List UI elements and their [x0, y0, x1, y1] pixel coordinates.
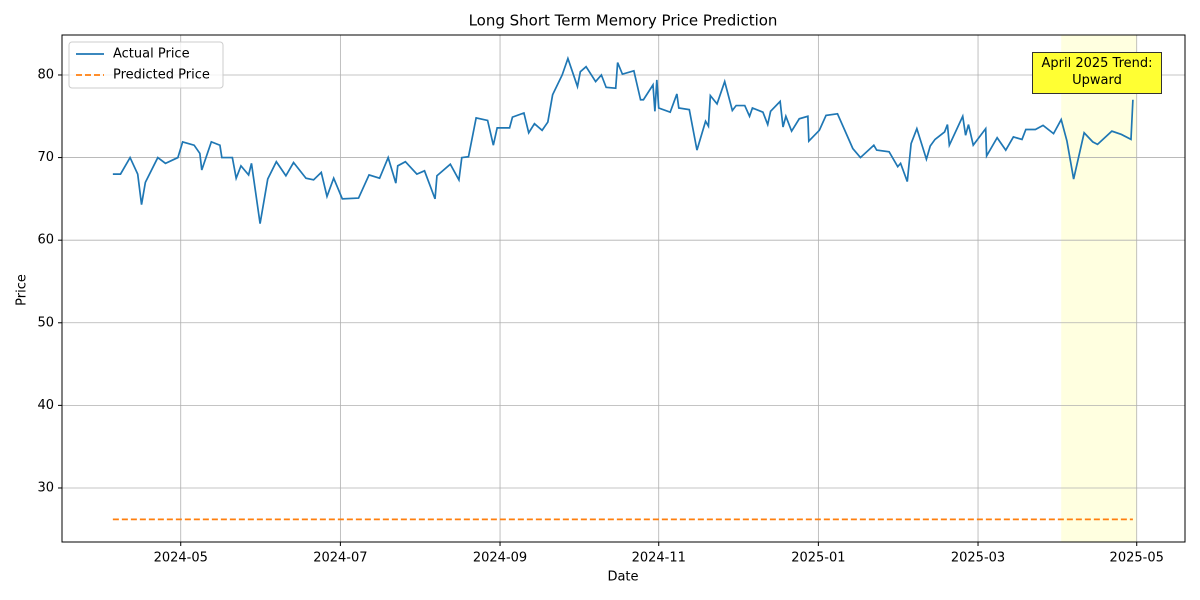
data-line [112, 55, 1134, 224]
x-axis-label: Date [607, 570, 638, 585]
annotation: April 2025 Trend: Upward [1032, 52, 1162, 94]
y-tick-label: 50 [37, 315, 54, 330]
y-tick-label: 80 [37, 67, 54, 82]
legend-box [68, 41, 224, 89]
x-tick-label: 2024-07 [313, 551, 367, 566]
y-tick-label: 30 [37, 480, 54, 495]
x-tick-label: 2025-01 [791, 551, 845, 566]
y-tick-label: 70 [37, 150, 54, 165]
y-tick-label: 40 [37, 398, 54, 413]
x-tick-label: 2025-05 [1110, 551, 1164, 566]
legend-label: Actual Price [113, 47, 190, 62]
x-tick-label: 2024-09 [473, 551, 527, 566]
legend-label: Predicted Price [113, 68, 210, 83]
x-tick-label: 2024-11 [632, 551, 686, 566]
plot-frame [61, 34, 1186, 543]
y-axis-label: Price [15, 274, 30, 306]
highlight-band [1061, 35, 1137, 542]
x-tick-label: 2024-05 [154, 551, 208, 566]
y-tick-label: 60 [37, 233, 54, 248]
x-tick-label: 2025-03 [951, 551, 1005, 566]
chart-title: Long Short Term Memory Price Prediction [469, 12, 778, 30]
